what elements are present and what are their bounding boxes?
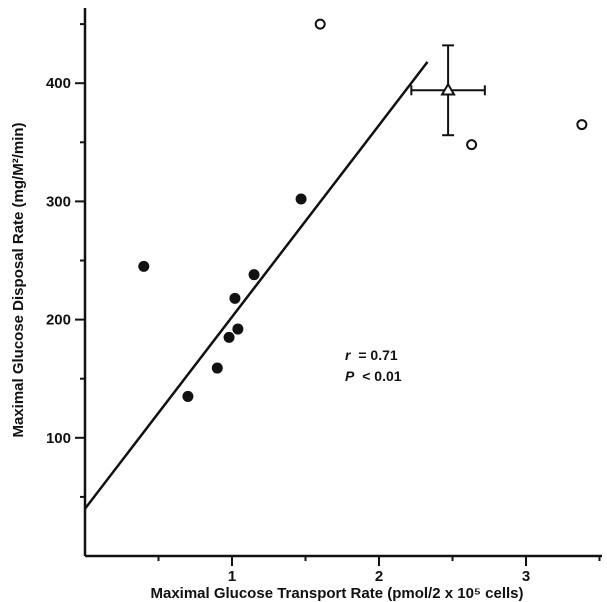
r-symbol: r (345, 347, 352, 363)
x-tick-label: 1 (228, 568, 236, 585)
p-value: < 0.01 (362, 368, 402, 384)
x-tick-label: 3 (522, 568, 530, 585)
data-point-filled (223, 331, 235, 343)
ticks: 100 200 300 400 1 2 3 (46, 23, 601, 585)
data-point-filled (138, 260, 150, 272)
y-axis-title: Maximal Glucose Disposal Rate (mg/M²/min… (10, 122, 27, 437)
r-annotation: r = 0.71 (345, 347, 398, 363)
r-value: = 0.71 (358, 347, 398, 363)
data-point-filled (182, 390, 194, 402)
y-tick-label: 300 (46, 193, 71, 210)
p-symbol: P (345, 368, 355, 384)
y-tick-label: 400 (46, 75, 71, 92)
axes (83, 8, 602, 558)
data-point-filled (229, 292, 241, 304)
y-tick-label: 100 (46, 430, 71, 447)
data-point-open (576, 119, 588, 131)
data-point-filled (248, 269, 260, 281)
data-point-open (314, 18, 326, 30)
regression-line (84, 61, 429, 510)
p-annotation: P < 0.01 (345, 368, 402, 384)
data-point-filled (211, 362, 223, 374)
x-tick-label: 2 (375, 568, 383, 585)
annotations: r = 0.71 P < 0.01 (345, 347, 402, 384)
data-points (84, 18, 588, 510)
data-point-filled (295, 193, 307, 205)
data-point-triangle (440, 82, 456, 96)
data-point-open (466, 139, 478, 151)
y-tick-label: 200 (46, 312, 71, 329)
data-point-filled (232, 323, 244, 335)
x-axis-title: Maximal Glucose Transport Rate (pmol/2 x… (150, 585, 523, 602)
